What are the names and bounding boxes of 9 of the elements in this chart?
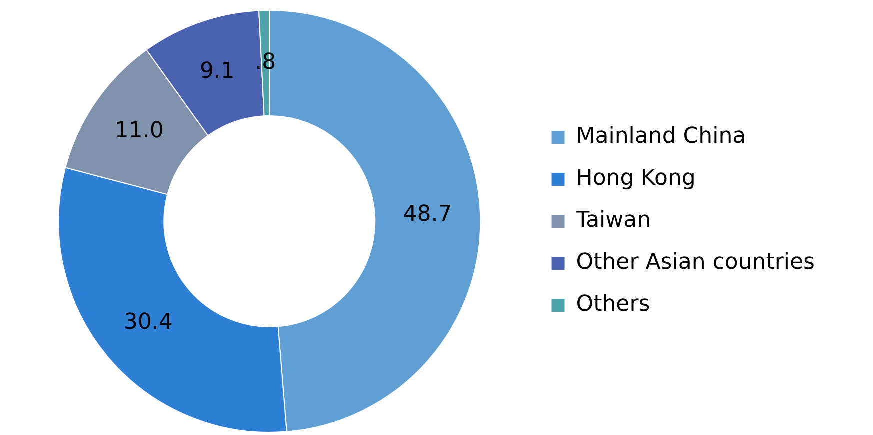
legend-label: Hong Kong xyxy=(576,166,696,192)
legend-label: Mainland China xyxy=(576,124,746,150)
legend-label: Others xyxy=(576,292,650,318)
data-label: 30.4 xyxy=(124,310,173,335)
data-label: 11.0 xyxy=(114,118,164,144)
data-label: 48.7 xyxy=(403,202,452,227)
data-label: 9.1 xyxy=(200,58,235,84)
legend-label: Other Asian countries xyxy=(576,250,816,276)
legend-label: Taiwan xyxy=(575,208,652,234)
